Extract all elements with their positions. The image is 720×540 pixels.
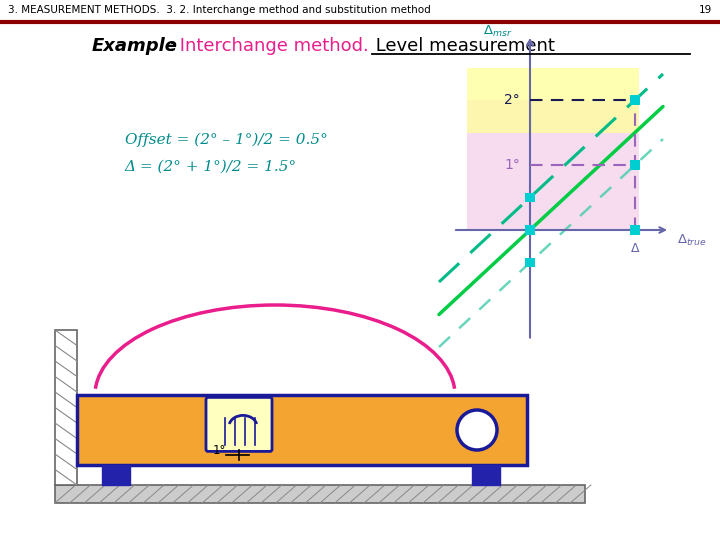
Point [629, 226, 641, 234]
Bar [77, 395, 527, 465]
Text: Example: Example [92, 37, 178, 55]
FancyBboxPatch shape [206, 397, 272, 451]
Text: Δ = (2° + 1°)/2 = 1.5°: Δ = (2° + 1°)/2 = 1.5° [125, 160, 297, 174]
Bar [467, 100, 639, 230]
Text: $\Delta_{msr}$: $\Delta_{msr}$ [483, 24, 513, 39]
Text: 3. MEASUREMENT METHODS.  3. 2. Interchange method and substitution method: 3. MEASUREMENT METHODS. 3. 2. Interchang… [8, 5, 431, 15]
Text: Level measurement: Level measurement [370, 37, 555, 55]
Text: 2°: 2° [504, 93, 520, 107]
Point [524, 226, 536, 234]
Point [629, 161, 641, 170]
Text: $\Delta_{true}$: $\Delta_{true}$ [677, 232, 707, 247]
Bar [472, 465, 500, 485]
Bar [55, 330, 77, 485]
Circle shape [457, 410, 497, 450]
Bar [467, 68, 639, 132]
Text: Interchange method.: Interchange method. [174, 37, 369, 55]
Text: :: : [169, 37, 175, 55]
Point [629, 96, 641, 104]
Text: 1°: 1° [212, 443, 225, 456]
Bar [55, 485, 585, 503]
Text: 1°: 1° [504, 158, 520, 172]
Bar [102, 465, 130, 485]
Text: $\Delta$: $\Delta$ [630, 241, 640, 254]
Point [524, 193, 536, 202]
Text: Offset = (2° – 1°)/2 = 0.5°: Offset = (2° – 1°)/2 = 0.5° [125, 133, 328, 147]
Text: 19: 19 [698, 5, 712, 15]
Point [524, 258, 536, 267]
